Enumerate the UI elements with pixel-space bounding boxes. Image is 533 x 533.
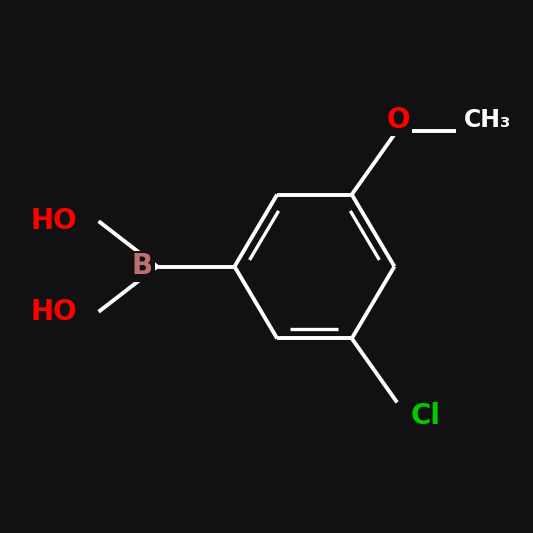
Text: O: O — [387, 106, 410, 134]
Text: HO: HO — [31, 207, 77, 235]
Text: B: B — [132, 253, 153, 280]
Text: Cl: Cl — [410, 402, 440, 430]
Text: HO: HO — [31, 298, 77, 326]
Text: CH₃: CH₃ — [464, 108, 511, 132]
